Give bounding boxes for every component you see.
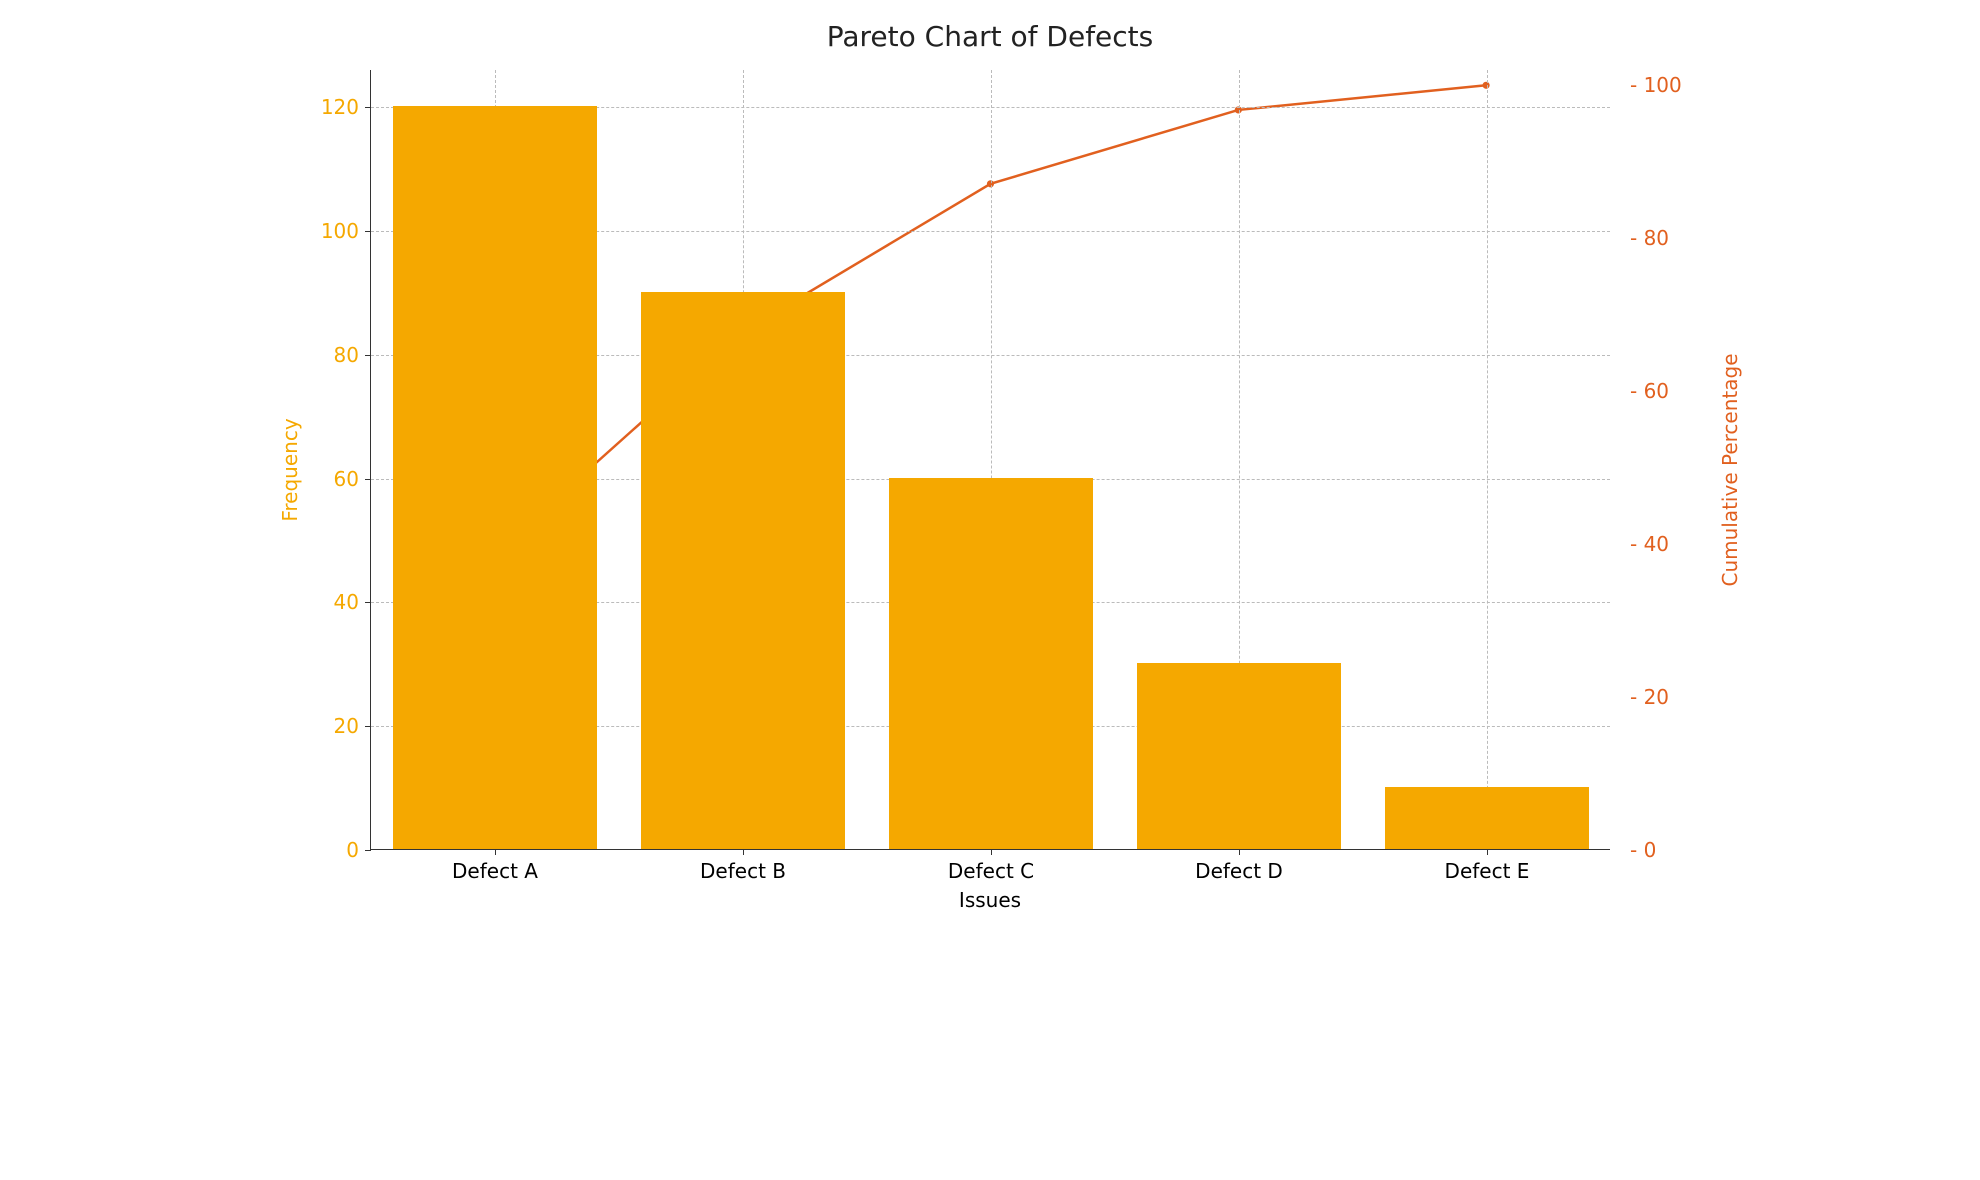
bar [1137,663,1340,849]
x-tick-label: Defect B [700,849,786,883]
y1-axis-label: Frequency [278,418,302,521]
bar [889,478,1092,849]
y1-tick-mark [365,107,371,108]
bar [393,106,596,849]
y2-tick-label: - 100 [1610,73,1682,97]
y1-tick-label: 100 [321,219,371,243]
y1-tick-mark [365,479,371,480]
y2-tick-label: - 60 [1610,379,1669,403]
x-tick-label: Defect A [452,849,538,883]
x-tick-label: Defect E [1445,849,1530,883]
chart-title: Pareto Chart of Defects [260,20,1720,53]
x-tick-label: Defect D [1195,849,1283,883]
x-tick-label: Defect C [948,849,1034,883]
y1-tick-mark [365,726,371,727]
grid-line-vertical [1487,70,1488,849]
pareto-chart: Pareto Chart of Defects 020406080100120-… [260,20,1720,920]
x-axis-label: Issues [959,888,1021,912]
y2-tick-label: - 20 [1610,685,1669,709]
y1-tick-mark [365,850,371,851]
y1-tick-mark [365,355,371,356]
y2-tick-label: - 40 [1610,532,1669,556]
y2-tick-label: - 0 [1610,838,1656,862]
y1-tick-mark [365,602,371,603]
plot-area: 020406080100120- 0- 20- 40- 60- 80- 100D… [370,70,1610,850]
y1-tick-label: 120 [321,95,371,119]
bar [641,292,844,849]
y1-tick-mark [365,231,371,232]
bar [1385,787,1588,849]
y2-axis-label: Cumulative Percentage [1718,353,1742,586]
y2-tick-label: - 80 [1610,226,1669,250]
